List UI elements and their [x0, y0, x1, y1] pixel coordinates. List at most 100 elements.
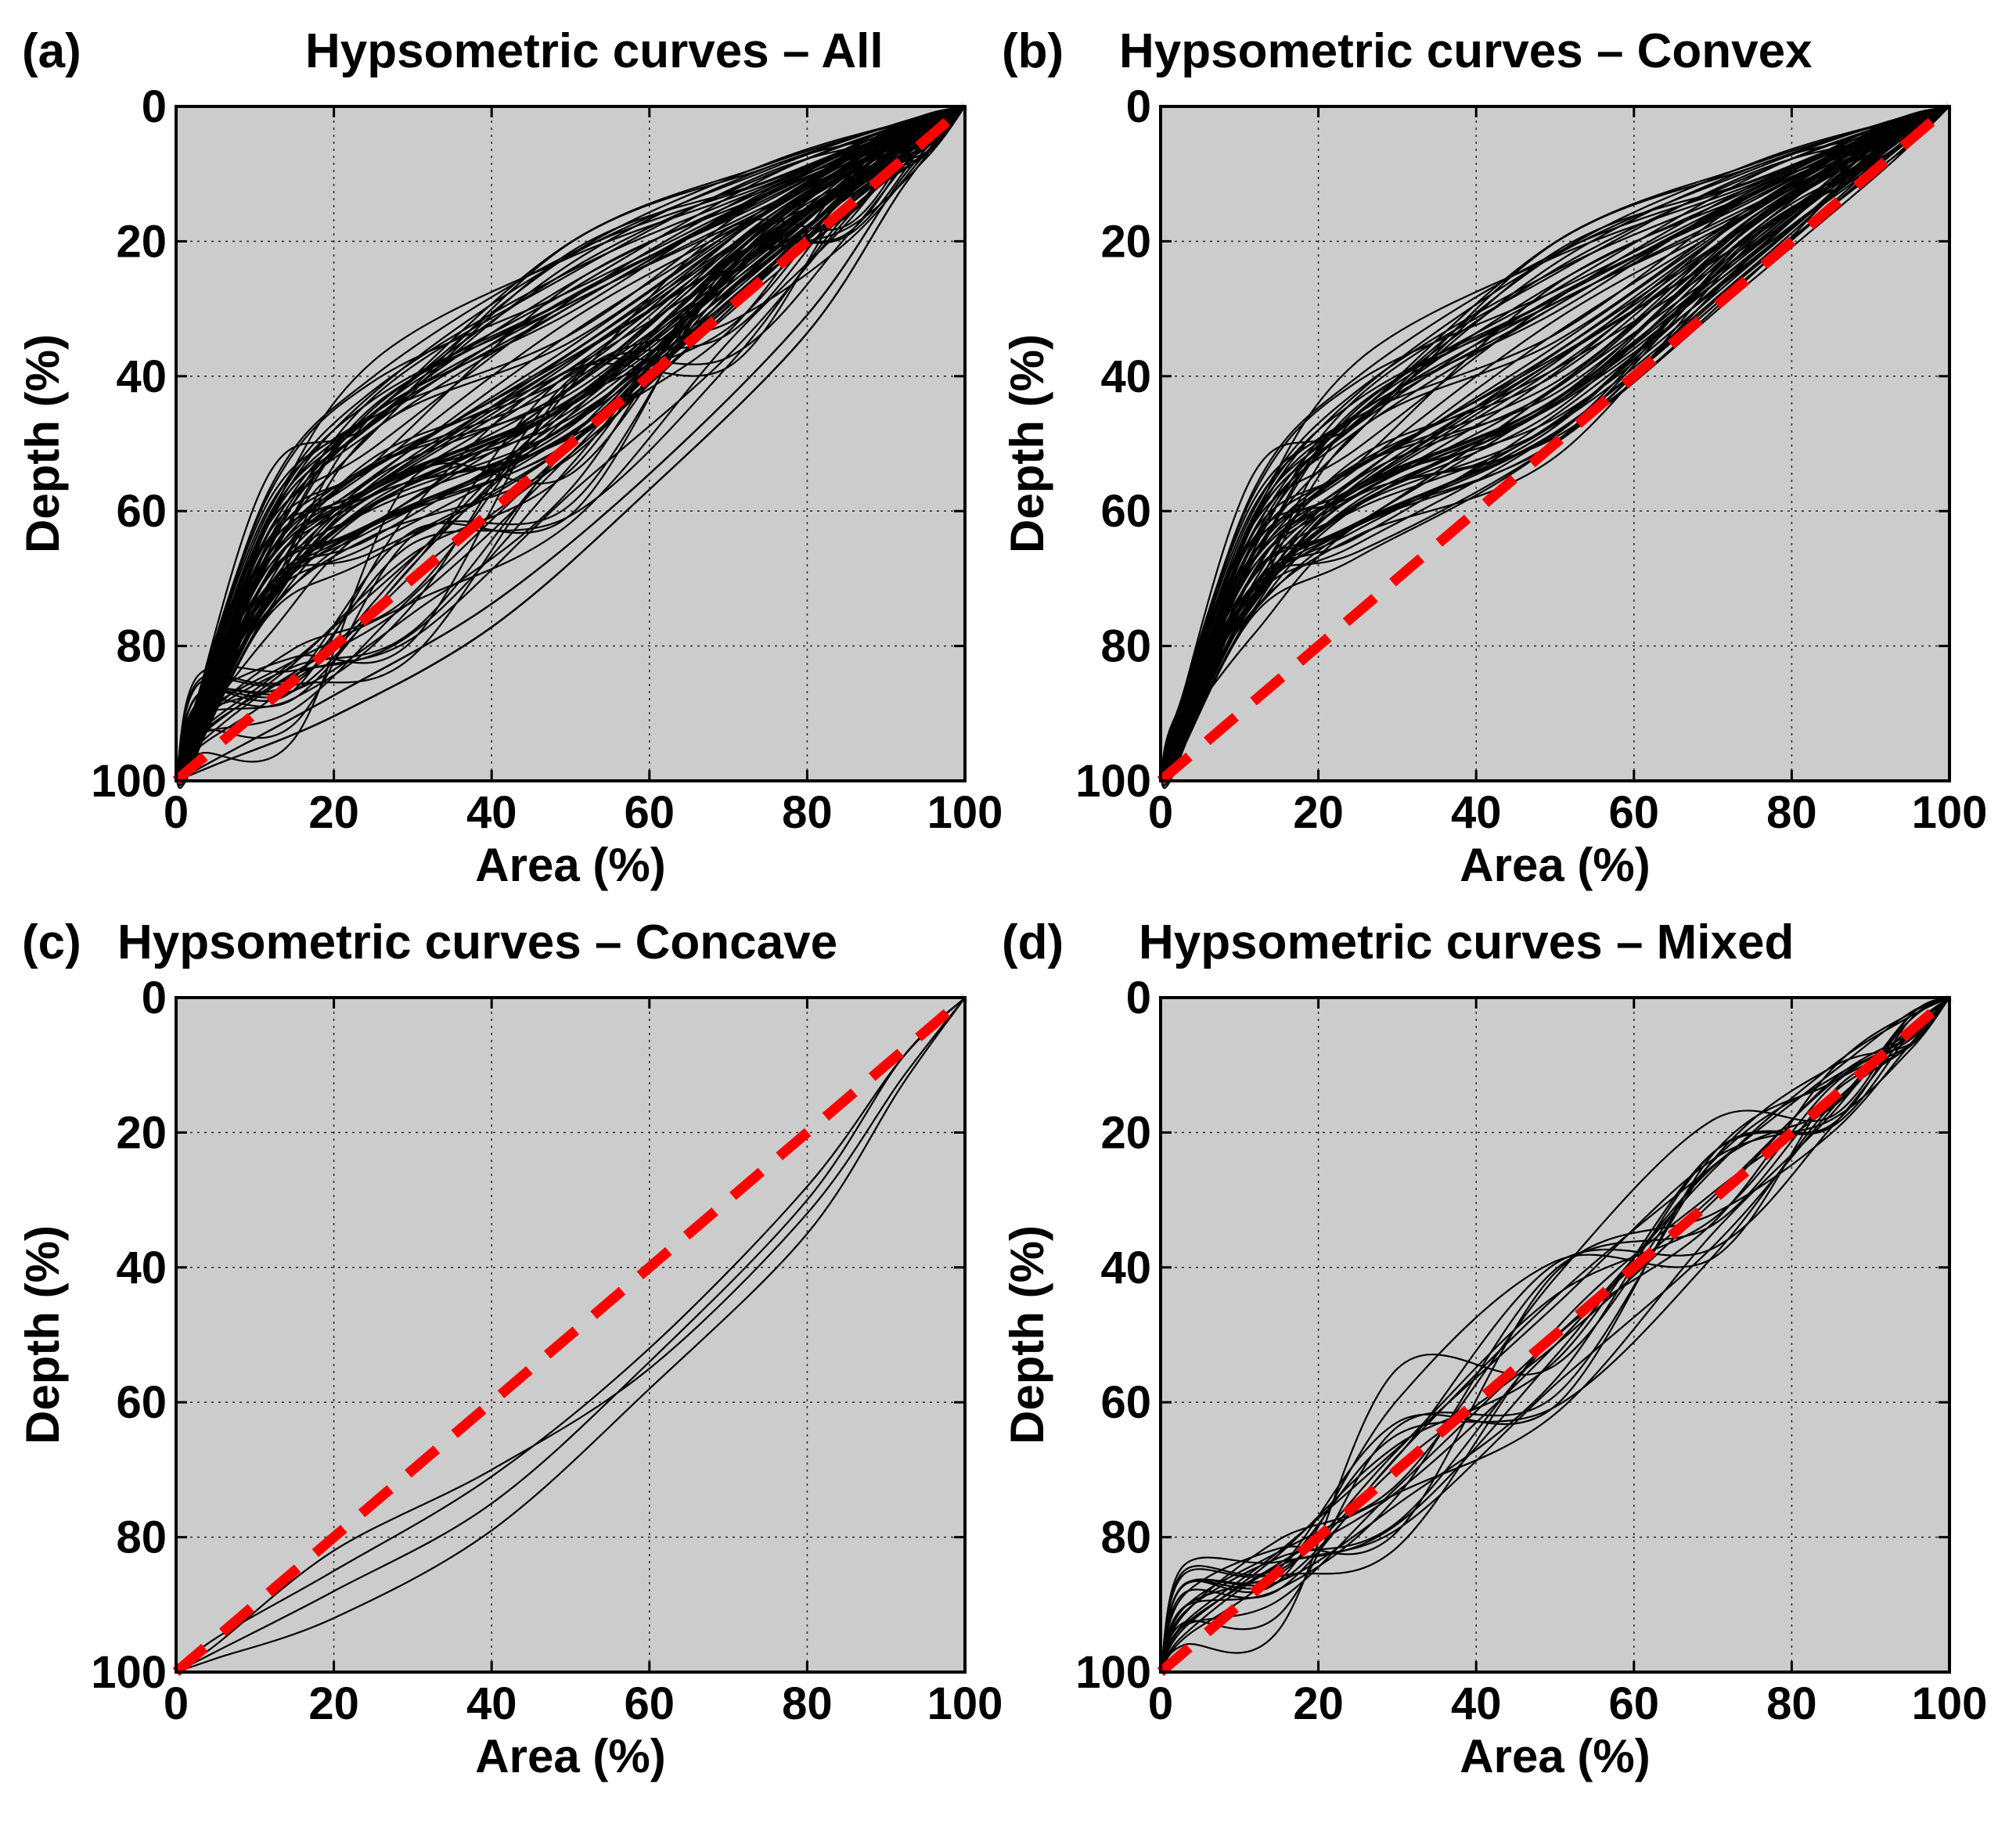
plot-frame	[1159, 996, 1951, 1674]
reference-line	[172, 994, 969, 1676]
hypsometric-curve	[1159, 997, 1950, 1673]
hypsometric-curve	[1159, 105, 1950, 782]
y-tick-label: 80	[116, 621, 167, 672]
hypsometric-curve	[175, 105, 966, 782]
x-tick-label: 40	[1451, 787, 1502, 838]
hypsometric-curve	[1160, 997, 1950, 1673]
panel-letter: (b)	[1002, 24, 1064, 78]
x-tick-label: 60	[625, 787, 675, 838]
hypsometric-curve	[1159, 997, 1950, 1673]
x-tick-label: 20	[1293, 787, 1344, 838]
x-axis-label: Area (%)	[1460, 1730, 1650, 1782]
panel-title: Hypsometric curves – Mixed	[1139, 915, 1794, 969]
x-tick-label: 0	[1148, 1678, 1173, 1729]
y-tick-label: 40	[1100, 351, 1151, 402]
panel-letter: (a)	[22, 24, 81, 78]
grid	[176, 998, 965, 1672]
hypsometric-curve	[1160, 997, 1950, 1673]
x-tick-label: 0	[1148, 787, 1173, 838]
hypsometric-curve	[1159, 997, 1950, 1673]
y-tick-label: 0	[142, 81, 167, 132]
hypsometric-curve	[1159, 105, 1950, 782]
hypsometric-curve	[175, 106, 966, 782]
hypsometric-curve	[175, 105, 966, 782]
y-tick-label: 100	[1075, 756, 1151, 807]
x-tick-label: 0	[164, 1678, 189, 1729]
y-tick-label: 0	[1126, 81, 1151, 132]
hypsometric-curve	[1159, 105, 1950, 782]
x-tick-label: 80	[782, 787, 833, 838]
y-tick-label: 40	[116, 1243, 167, 1293]
y-tick-label: 60	[116, 1377, 167, 1428]
hypsometric-curve	[1160, 997, 1950, 1673]
x-tick-label: 20	[308, 787, 359, 838]
y-tick-label: 20	[1100, 216, 1151, 267]
x-tick-label: 80	[782, 1678, 833, 1729]
hypsometric-curve	[1159, 996, 1950, 1673]
x-tick-label: 100	[927, 787, 1003, 838]
y-axis-label: Depth (%)	[1001, 334, 1053, 553]
x-tick-label: 80	[1766, 1678, 1817, 1729]
hypsometric-curve	[1160, 105, 1950, 783]
y-tick-label: 80	[1100, 1512, 1151, 1563]
x-tick-label: 60	[1609, 1678, 1660, 1729]
y-tick-label: 80	[116, 1512, 167, 1563]
x-tick-label: 40	[466, 787, 517, 838]
x-tick-label: 100	[1912, 1678, 1988, 1729]
curve-series	[175, 105, 966, 789]
x-tick-label: 80	[1766, 787, 1817, 838]
y-tick-label: 60	[1100, 1377, 1151, 1428]
panel-title: Hypsometric curves – Convex	[1119, 24, 1813, 78]
x-tick-label: 0	[164, 787, 189, 838]
x-axis-label: Area (%)	[1460, 839, 1650, 891]
hypsometric-curve	[1159, 997, 1950, 1673]
hypsometric-curve	[175, 106, 966, 782]
y-tick-label: 40	[1100, 1243, 1151, 1293]
hypsometric-curve	[175, 106, 966, 782]
x-tick-label: 60	[1609, 787, 1660, 838]
hypsometric-curve	[1159, 105, 1950, 782]
hypsometric-curve	[175, 106, 966, 782]
y-tick-label: 20	[1100, 1107, 1151, 1158]
hypsometric-curve	[175, 105, 966, 782]
hypsometric-curve	[175, 106, 966, 782]
hypsometric-curve	[1159, 106, 1950, 782]
x-tick-label: 100	[1912, 787, 1988, 838]
hypsometric-curve	[1159, 106, 1950, 782]
plot-frame	[175, 105, 967, 782]
y-tick-label: 100	[1075, 1647, 1151, 1698]
y-tick-label: 0	[142, 973, 167, 1023]
hypsometric-curve	[1160, 106, 1950, 782]
curve-series	[1159, 996, 1950, 1673]
hypsometric-curve	[175, 997, 966, 1674]
y-axis-label: Depth (%)	[16, 1225, 69, 1444]
hypsometric-curve	[175, 106, 966, 782]
x-tick-label: 40	[466, 1678, 517, 1729]
y-tick-label: 60	[116, 486, 167, 537]
y-tick-label: 20	[116, 216, 167, 267]
hypsometric-curve	[175, 106, 966, 782]
x-tick-label: 60	[625, 1678, 675, 1729]
x-tick-label: 20	[1293, 1678, 1344, 1729]
y-tick-label: 100	[91, 1647, 167, 1698]
y-tick-label: 60	[1100, 486, 1151, 537]
hypsometric-curve	[175, 105, 966, 782]
plot-frame	[175, 996, 967, 1674]
hypsometric-curve	[175, 997, 966, 1673]
hypsometric-curve	[1160, 997, 1950, 1673]
x-axis-label: Area (%)	[475, 1730, 665, 1782]
hypsometric-curve	[175, 105, 966, 782]
hypsometric-curve	[175, 106, 966, 782]
x-tick-label: 20	[308, 1678, 359, 1729]
hypsometric-curve	[175, 106, 966, 782]
hypsometric-curve	[1159, 105, 1950, 782]
curve-series	[175, 997, 966, 1674]
reference-line	[1157, 994, 1953, 1676]
panel-letter: (c)	[22, 915, 81, 969]
panel-title: Hypsometric curves – Concave	[117, 915, 837, 969]
hypsometric-curve	[175, 105, 966, 782]
y-tick-label: 100	[91, 756, 167, 807]
hypsometric-curve	[175, 106, 966, 782]
